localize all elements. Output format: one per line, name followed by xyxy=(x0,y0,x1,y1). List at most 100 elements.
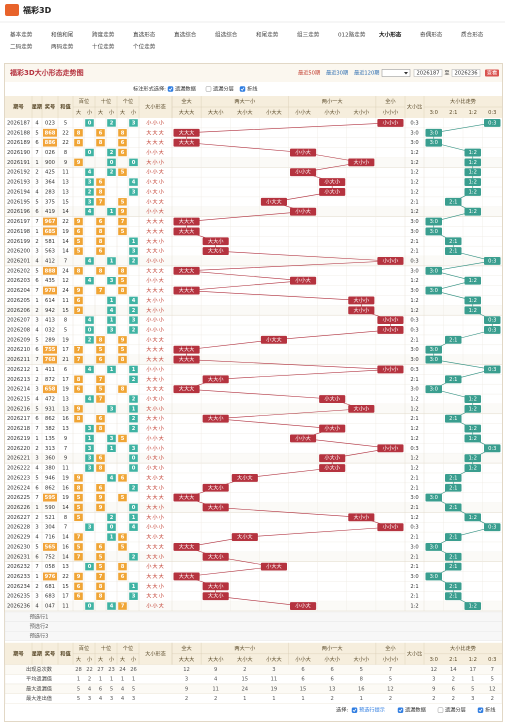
number-highlight xyxy=(43,227,57,236)
sum: 19 xyxy=(62,337,69,343)
digit: 9 xyxy=(77,288,81,294)
digit-hit xyxy=(129,247,138,255)
quick-range[interactable]: 最近50期 xyxy=(298,69,320,77)
option-checkbox[interactable] xyxy=(167,86,174,92)
header-cell: 2:1 xyxy=(449,110,457,116)
nav-tab[interactable]: 直选综合 xyxy=(174,31,197,39)
option-label[interactable]: 遗漏分层 xyxy=(213,85,234,93)
nav-tab[interactable]: 质合形态 xyxy=(461,31,484,39)
view-button-label[interactable]: 查看 xyxy=(487,69,497,77)
footer-option-label[interactable]: 折线 xyxy=(485,706,495,714)
stats-value: 4 xyxy=(88,686,92,692)
option-label[interactable]: 遗漏数据 xyxy=(175,85,196,93)
ratio-hit xyxy=(464,306,481,315)
digit: 2 xyxy=(132,258,136,264)
nav-tab[interactable]: 十位走势 xyxy=(92,43,115,51)
footer-option-label[interactable]: 预选行提示 xyxy=(359,706,385,714)
digit: 5 xyxy=(77,249,81,255)
digit: 6 xyxy=(99,130,103,136)
draw-number: 412 xyxy=(45,258,55,264)
header-cell: 大大大 xyxy=(179,108,195,116)
nav-tab[interactable]: 基本走势 xyxy=(10,31,33,39)
to-label: 至 xyxy=(444,70,449,77)
sum: 5 xyxy=(64,120,67,126)
digit: 9 xyxy=(121,337,125,343)
nav-tab[interactable]: 跨度走势 xyxy=(92,31,115,39)
option-checkbox[interactable] xyxy=(239,86,246,92)
ratio-text: 2:1 xyxy=(410,594,418,600)
nav-tab[interactable]: 组三走势 xyxy=(297,31,320,39)
nav-tab[interactable]: 012路走势 xyxy=(338,31,366,39)
issue: 2026224 xyxy=(7,485,31,491)
footer-checkbox[interactable] xyxy=(351,707,358,713)
nav-tab[interactable]: 两码走势 xyxy=(51,43,74,51)
stats-value: 7 xyxy=(389,667,392,673)
quick-range[interactable]: 最近30期 xyxy=(326,69,348,77)
option-label[interactable]: 折线 xyxy=(247,85,257,93)
stats-value: 4 xyxy=(214,677,218,683)
digit-hit xyxy=(129,523,138,531)
digit: 8 xyxy=(99,140,103,146)
pattern-hit-label: 大大大 xyxy=(179,286,195,294)
ratio-text: 2:1 xyxy=(410,564,418,570)
footer-option-label[interactable]: 遗漏分层 xyxy=(445,706,466,714)
ratio-hit-label: 1:2 xyxy=(469,308,477,314)
digit-hit xyxy=(129,296,138,305)
digit-hit xyxy=(74,306,83,314)
ratio-text: 2:1 xyxy=(410,377,418,383)
ratio-hit-label: 0:3 xyxy=(488,446,496,452)
pattern-text: 小小小 xyxy=(146,444,165,452)
nav-tab[interactable]: 奇偶形态 xyxy=(420,31,443,39)
ratio-text: 0:3 xyxy=(410,120,418,126)
weekday: 3 xyxy=(35,249,38,255)
options-label: 标注形式选择: xyxy=(133,85,166,93)
pattern-hit-label: 大大小 xyxy=(208,375,224,383)
sum: 11 xyxy=(62,170,69,176)
digit-hit xyxy=(96,543,105,551)
stats-value: 12 xyxy=(183,667,190,673)
digit-hit xyxy=(96,138,105,147)
header-cell: 星期 xyxy=(32,103,42,111)
stats-value: 1 xyxy=(110,677,113,683)
stats-value: 2 xyxy=(185,696,188,702)
ratio-text: 0:3 xyxy=(410,318,418,324)
weekday: 1 xyxy=(35,160,38,166)
ratio-text: 2:1 xyxy=(410,554,418,560)
option-checkbox[interactable] xyxy=(205,86,212,92)
row-band xyxy=(5,256,502,266)
nav-tab[interactable]: 和尾走势 xyxy=(256,31,279,39)
digit-hit xyxy=(129,484,138,492)
sum: 5 xyxy=(64,327,67,333)
digit: 0 xyxy=(132,505,136,511)
ratio-hit xyxy=(445,503,462,512)
nav-tab[interactable]: 个位走势 xyxy=(133,43,156,51)
footer-option-label[interactable]: 遗漏数据 xyxy=(405,706,426,714)
digit-hit xyxy=(85,178,94,186)
digit: 9 xyxy=(99,495,103,501)
quick-range[interactable]: 最近120期 xyxy=(354,69,379,77)
footer-checkbox[interactable] xyxy=(397,707,404,713)
from-input[interactable] xyxy=(413,69,443,77)
stats-value: 3 xyxy=(88,696,91,702)
weekday: 1 xyxy=(35,505,38,511)
ratio-hit-label: 3:0 xyxy=(430,574,438,580)
to-input[interactable] xyxy=(451,69,481,77)
draw-number: 026 xyxy=(45,150,55,156)
ratio-hit-label: 3:0 xyxy=(430,495,438,501)
pattern-text: 大大小 xyxy=(146,247,165,255)
nav-tab[interactable]: 二码走势 xyxy=(10,43,33,51)
nav-tab[interactable]: 和值和尾 xyxy=(51,31,74,39)
view-button[interactable] xyxy=(485,69,499,77)
ratio-text: 1:2 xyxy=(410,209,418,215)
period-select[interactable] xyxy=(381,69,411,77)
nav-tab[interactable]: 组选综合 xyxy=(215,31,238,39)
nav-tab[interactable]: 直选形态 xyxy=(133,31,156,39)
pattern-hit-label: 大大小 xyxy=(208,414,224,422)
pattern-hit xyxy=(290,602,317,610)
footer-checkbox[interactable] xyxy=(477,707,484,713)
footer-checkbox[interactable] xyxy=(437,707,444,713)
nav-tab[interactable]: 大小形态 xyxy=(379,31,402,39)
ratio-text: 3:0 xyxy=(410,130,418,136)
ratio-hit xyxy=(425,493,442,502)
header-cell: 3:0 xyxy=(430,110,438,116)
